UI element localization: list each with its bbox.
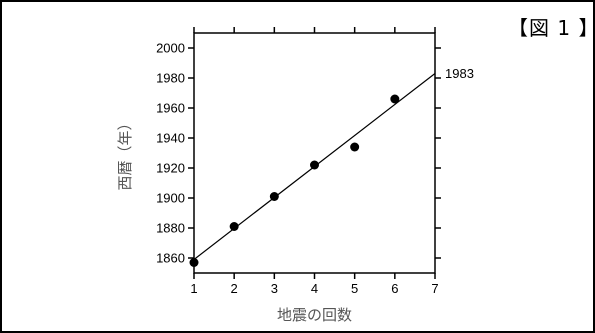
x-tick-label: 3 — [271, 281, 278, 296]
y-tick-label: 1860 — [156, 251, 185, 266]
data-point — [390, 94, 400, 104]
y-tick-label: 1940 — [156, 131, 185, 146]
x-tick-label: 7 — [431, 281, 438, 296]
y-tick-label: 1920 — [156, 161, 185, 176]
x-tick-label: 2 — [231, 281, 238, 296]
x-tick-label: 5 — [351, 281, 358, 296]
y-tick-label: 1880 — [156, 221, 185, 236]
y-tick-label: 1980 — [156, 71, 185, 86]
y-axis-ticks: 1860 1880 1900 1920 1940 1960 1980 2000 — [156, 41, 441, 266]
annotation-1983: 1983 — [445, 66, 474, 81]
x-tick-label: 4 — [311, 281, 318, 296]
data-points — [189, 94, 400, 267]
data-point — [310, 160, 319, 170]
y-axis-title: 西暦（年） — [116, 115, 134, 190]
data-point — [229, 222, 239, 231]
plot-border — [193, 32, 436, 274]
plot-axes — [193, 32, 436, 274]
data-point — [350, 142, 360, 152]
x-axis-ticks: 1 2 3 4 5 6 7 — [190, 27, 439, 296]
figure-label: 【図 1 】 — [508, 16, 595, 40]
y-tick-label: 1960 — [156, 101, 185, 116]
data-point — [269, 192, 279, 201]
data-point — [189, 258, 199, 267]
y-tick-label: 2000 — [156, 41, 185, 56]
x-tick-label: 1 — [190, 281, 197, 296]
x-axis-title: 地震の回数 — [277, 306, 352, 324]
x-tick-label: 6 — [391, 281, 398, 296]
y-tick-label: 1900 — [156, 191, 185, 206]
